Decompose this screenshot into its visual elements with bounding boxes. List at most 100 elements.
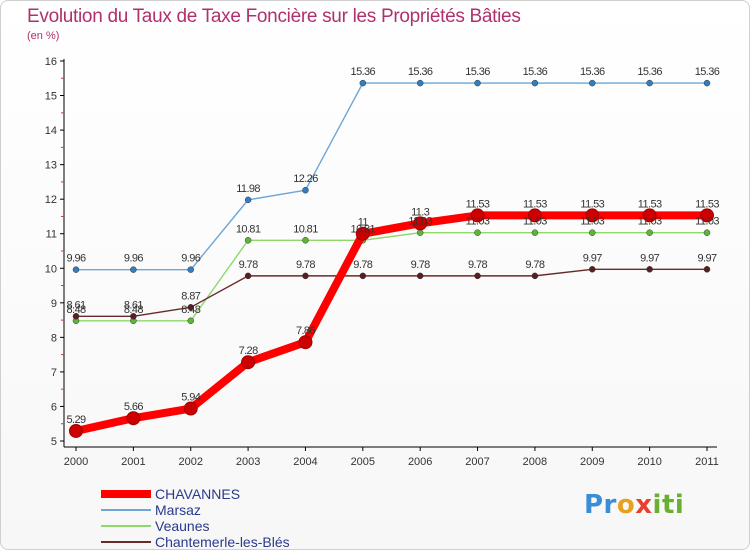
data-point [413, 216, 428, 231]
x-tick-label: 2008 [523, 456, 547, 468]
data-point [69, 423, 83, 438]
legend-swatch [101, 541, 151, 543]
y-tick-label: 5 [51, 436, 57, 448]
data-label: 9.96 [124, 253, 143, 265]
data-label: 8.48 [124, 304, 143, 316]
y-tick-label: 13 [45, 160, 57, 172]
y-tick-label: 12 [45, 194, 57, 206]
data-label: 11.53 [638, 198, 662, 210]
logo-part: iti [652, 490, 685, 520]
data-point [416, 229, 424, 236]
data-label: 15.36 [637, 66, 662, 78]
data-point [187, 304, 194, 311]
data-point [187, 266, 194, 273]
data-point [359, 79, 367, 87]
data-point [244, 196, 252, 204]
legend-swatch [101, 509, 151, 511]
data-label: 15.36 [580, 66, 605, 78]
x-tick-label: 2007 [465, 456, 489, 468]
data-point [244, 237, 252, 244]
legend-label: CHAVANNES [155, 486, 241, 502]
data-label: 9.97 [583, 252, 602, 264]
y-tick-label: 9 [51, 298, 57, 310]
x-tick-label: 2002 [178, 456, 202, 468]
legend-swatch [101, 525, 151, 527]
y-tick-label: 14 [45, 125, 57, 137]
data-label: 8.48 [66, 304, 85, 316]
legend: CHAVANNES Marsaz Veaunes Chantemerle-les-Bl… [101, 486, 290, 550]
data-label: 11.03 [408, 216, 432, 228]
x-tick-label: 2000 [64, 456, 88, 468]
data-point [527, 208, 542, 223]
legend-swatch [101, 490, 151, 498]
data-label: 9.78 [411, 259, 430, 271]
data-label: 11.53 [580, 198, 604, 210]
data-point [470, 208, 485, 223]
data-point [646, 266, 653, 273]
unit-label: (en %) [27, 30, 60, 42]
data-point [130, 266, 137, 273]
data-point [244, 272, 252, 280]
data-label: 11.53 [523, 198, 547, 210]
data-point [531, 272, 539, 280]
x-tick-label: 2003 [236, 456, 260, 468]
data-label: 9.97 [640, 252, 659, 264]
y-tick-label: 6 [51, 401, 57, 413]
data-point [183, 401, 198, 416]
data-label: 15.36 [465, 66, 490, 78]
data-label: 15.36 [523, 66, 548, 78]
data-label: 11.3 [411, 206, 430, 218]
data-point [474, 229, 481, 236]
data-label: 12.26 [293, 173, 318, 185]
data-label: 11.03 [580, 216, 604, 228]
series-veaunes [72, 229, 711, 325]
data-point [355, 226, 370, 241]
data-label: 9.97 [697, 252, 716, 264]
data-label: 15.36 [408, 66, 433, 78]
data-label: 8.48 [181, 304, 200, 316]
data-label: 5.66 [124, 401, 143, 413]
data-point [646, 79, 653, 87]
y-tick-label: 8 [51, 332, 57, 344]
data-point [359, 272, 367, 280]
data-label: 8.87 [181, 290, 200, 302]
data-label: 10.81 [236, 223, 261, 235]
data-label: 7.28 [239, 345, 258, 357]
data-point [703, 79, 711, 87]
data-point [416, 79, 424, 87]
data-label: 15.36 [695, 66, 720, 78]
data-point [589, 79, 596, 87]
x-tick-label: 2011 [695, 456, 719, 468]
x-tick-label: 2010 [637, 456, 661, 468]
data-point [126, 411, 141, 426]
series-chavannes [69, 208, 714, 438]
x-tick-label: 2001 [121, 456, 145, 468]
legend-label: Chantemerle-les-Blés [155, 534, 290, 550]
series-line [75, 82, 708, 271]
series-line [75, 231, 708, 322]
data-point [72, 266, 80, 273]
data-label: 5.29 [66, 414, 85, 426]
data-label: 8.61 [66, 299, 85, 311]
x-tick-label: 2005 [351, 456, 375, 468]
data-label: 8.61 [124, 299, 143, 311]
legend-label: Marsaz [155, 502, 201, 518]
legend-item: Veaunes [101, 518, 290, 534]
data-label: 7.86 [296, 325, 315, 337]
chart-title: Evolution du Taux de Taxe Foncière sur l… [27, 6, 521, 27]
data-point [302, 237, 309, 244]
x-tick-label: 2004 [293, 456, 317, 468]
data-label: 9.96 [66, 253, 85, 265]
data-label: 10.81 [351, 223, 376, 235]
data-label: 11.98 [236, 183, 260, 195]
data-point [302, 186, 309, 194]
data-label: 9.78 [525, 259, 544, 271]
data-label: 11.03 [466, 216, 490, 228]
data-point [130, 313, 137, 320]
data-label: 15.36 [351, 66, 376, 78]
data-label: 9.96 [181, 253, 200, 265]
data-label: 10.81 [293, 223, 318, 235]
proxiti-logo: Proxiti [584, 490, 684, 520]
data-label: 11.53 [695, 198, 719, 210]
